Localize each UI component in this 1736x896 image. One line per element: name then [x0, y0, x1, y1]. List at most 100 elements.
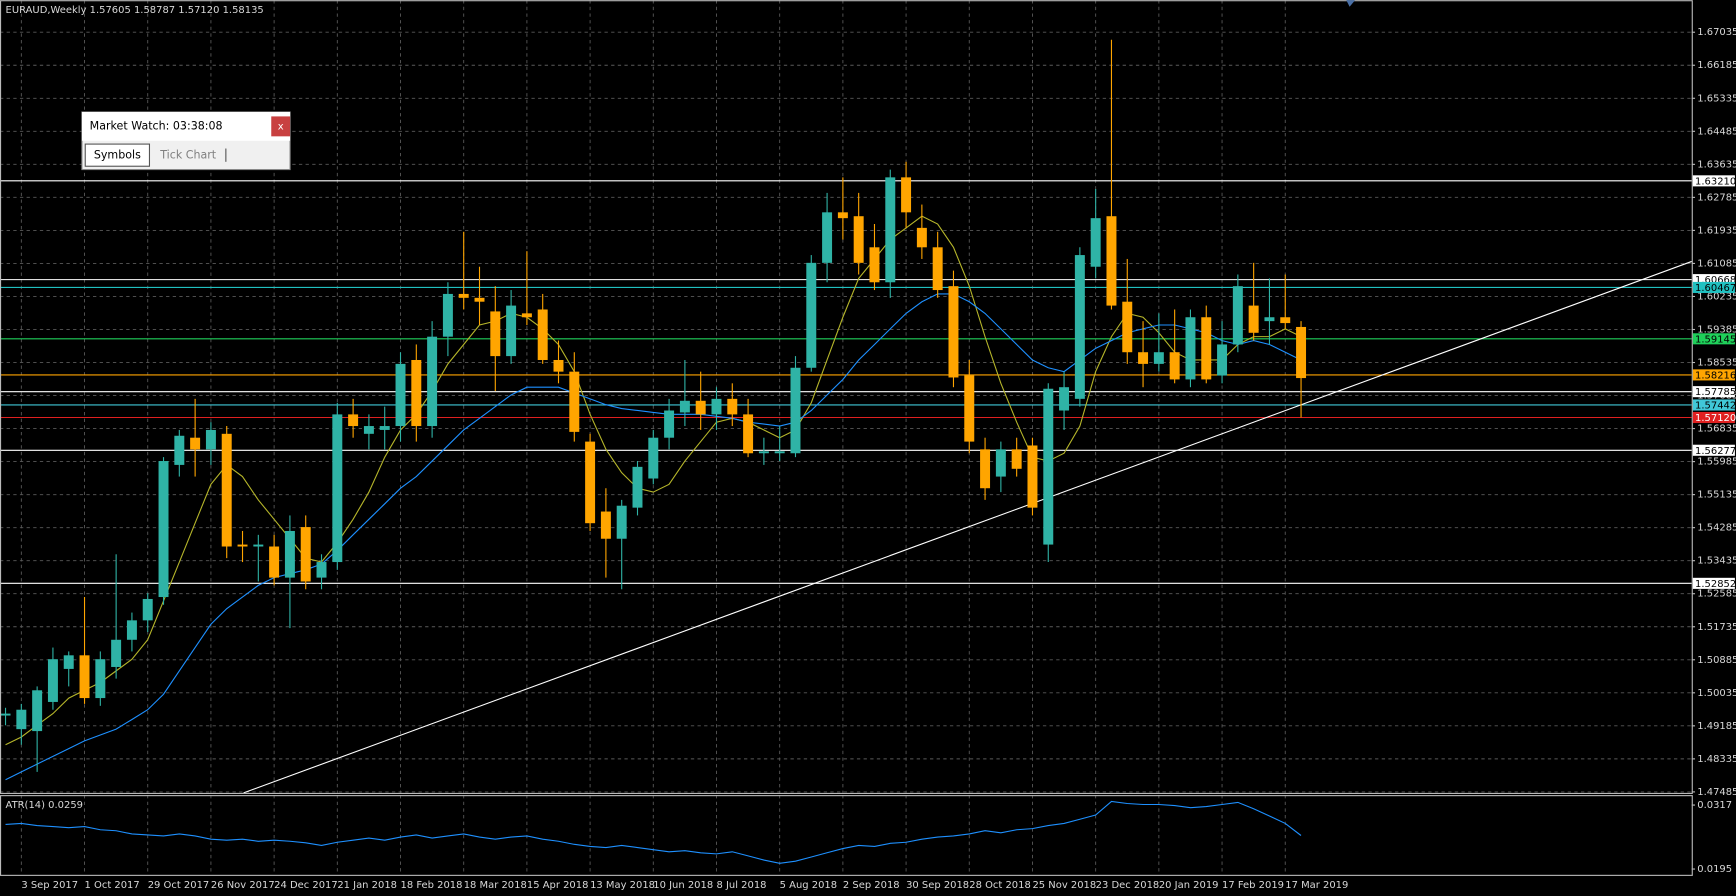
candle-body: [806, 262, 817, 368]
candle-body: [1232, 286, 1243, 345]
x-tick-label: 29 Oct 2017: [148, 880, 210, 891]
market-watch-window: Market Watch: 03:38:08 x Symbols Tick Ch…: [81, 111, 291, 171]
close-button[interactable]: [271, 116, 291, 137]
x-tick-label: 5 Aug 2018: [780, 880, 837, 891]
candle-body: [458, 293, 469, 298]
grid-layer: [0, 0, 1692, 875]
candle-body: [664, 410, 675, 438]
y-tick-label: 1.64485: [1697, 126, 1736, 137]
y-tick-label: 1.55985: [1697, 457, 1736, 468]
candle-body: [727, 398, 738, 415]
y-tick-label: 1.62785: [1697, 192, 1736, 203]
candle-body: [553, 359, 564, 372]
price-level-label: 1.57120: [1695, 413, 1736, 424]
candle-body: [822, 212, 833, 263]
trend-line: [243, 260, 1692, 794]
price-level-label: 1.59145: [1695, 334, 1736, 345]
x-tick-label: 15 Apr 2018: [527, 880, 589, 891]
x-tick-label: 8 Jul 2018: [716, 880, 766, 891]
x-tick-label: 18 Feb 2018: [401, 880, 463, 891]
x-tick-label: 3 Sep 2017: [21, 880, 78, 891]
y-tick-label: 1.63635: [1697, 159, 1736, 170]
candle-body: [758, 451, 769, 454]
candle-body: [126, 620, 137, 640]
candle-body: [1185, 317, 1196, 380]
candle-body: [253, 544, 264, 547]
candle-body: [885, 177, 896, 283]
x-tick-label: 13 May 2018: [590, 880, 655, 891]
tab-label[interactable]: Symbols: [94, 149, 141, 162]
candle-body: [869, 247, 880, 283]
price-level-label: 1.57442: [1695, 401, 1736, 412]
atr-label: ATR(14) 0.0259: [6, 800, 83, 811]
candle-body: [632, 466, 643, 508]
candle-body: [569, 371, 580, 432]
candle-body: [332, 414, 343, 563]
candle-body: [1280, 317, 1291, 324]
y-tick-label: 1.50035: [1697, 688, 1736, 699]
candle-body: [916, 227, 927, 248]
price-level-box: [1692, 274, 1735, 286]
candle-body: [300, 527, 311, 582]
candle-body: [1074, 255, 1085, 399]
x-tick-label: 17 Feb 2019: [1222, 880, 1284, 891]
x-tick-label: 26 Nov 2017: [211, 880, 275, 891]
price-level-label: 1.57785: [1695, 387, 1736, 398]
candle-body: [379, 426, 390, 430]
atr-line: [5, 800, 1302, 864]
price-level-box: [1692, 369, 1735, 381]
tab-label[interactable]: Tick Chart: [159, 149, 217, 162]
atr-tick-label: 0.0195: [1697, 864, 1732, 875]
candle-body: [1059, 387, 1070, 411]
price-level-label: 1.56277: [1695, 446, 1736, 457]
x-tick-label: 18 Mar 2018: [464, 880, 527, 891]
candle-body: [1153, 352, 1164, 364]
x-tick-label: 2 Sep 2018: [843, 880, 900, 891]
x-tick-label: 20 Jan 2019: [1159, 880, 1219, 891]
candle-body: [237, 544, 248, 547]
price-level-box: [1692, 175, 1735, 187]
price-level-box: [1692, 281, 1735, 293]
price-level-box: [1692, 444, 1735, 456]
candle-body: [537, 309, 548, 360]
candle-body: [411, 359, 422, 427]
x-tick-label: 10 Jun 2018: [653, 880, 713, 891]
candle-body: [284, 530, 295, 578]
candle-body: [616, 505, 627, 539]
candle-body: [269, 546, 280, 578]
y-tick-label: 1.51735: [1697, 622, 1736, 633]
candle-body: [174, 435, 185, 465]
chart-title: EURAUD,Weekly 1.57605 1.58787 1.57120 1.…: [6, 5, 264, 16]
axis-layer: 1.67035 1.66185 1.65335 1.64485 1.63635 1.627…: [21, 27, 1736, 891]
close-icon[interactable]: x: [278, 121, 284, 132]
candle-body: [1264, 317, 1275, 322]
candle-body: [95, 659, 106, 699]
candle-body: [1090, 218, 1101, 267]
candle-body: [679, 400, 690, 413]
x-tick-label: 1 Oct 2017: [85, 880, 140, 891]
y-tick-label: 1.49185: [1697, 721, 1736, 732]
y-tick-label: 1.58535: [1697, 358, 1736, 369]
candle-body: [648, 437, 659, 479]
candle-body: [1201, 317, 1212, 380]
y-tick-label: 1.61085: [1697, 258, 1736, 269]
x-tick-label: 23 Dec 2018: [1096, 880, 1160, 891]
y-tick-label: 1.60235: [1697, 291, 1736, 302]
indicator-layer: [5, 215, 1302, 864]
candle-body: [1296, 326, 1307, 379]
candle-body: [695, 400, 706, 415]
candle-body: [521, 313, 532, 318]
candle-body: [837, 212, 848, 219]
candle-body: [932, 247, 943, 291]
x-tick-label: 30 Sep 2018: [906, 880, 969, 891]
y-tick-label: 1.48335: [1697, 754, 1736, 765]
moving-average: [5, 293, 1302, 781]
candle-body: [442, 293, 453, 337]
candle-body: [142, 598, 153, 621]
price-level-box: [1692, 386, 1735, 398]
candle-body: [711, 398, 722, 415]
candle-body: [1043, 388, 1054, 545]
candle-body: [853, 216, 864, 263]
tab-symbols[interactable]: [84, 143, 151, 167]
candle-body: [474, 297, 485, 302]
